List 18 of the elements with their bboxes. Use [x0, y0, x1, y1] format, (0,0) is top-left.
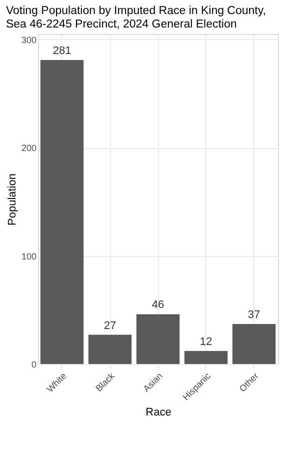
data-label: 27 — [104, 320, 116, 332]
y-axis-title: Population — [6, 174, 18, 226]
y-tick-label: 100 — [21, 251, 36, 262]
data-label: 12 — [200, 336, 212, 348]
x-axis-title: Race — [146, 406, 172, 418]
y-tick-label: 200 — [21, 143, 36, 154]
bar — [40, 60, 84, 364]
y-tick-label: 0 — [31, 360, 36, 370]
data-label: 37 — [248, 308, 260, 321]
y-tick-label: 300 — [21, 34, 36, 45]
bar — [136, 314, 180, 364]
data-label: 46 — [152, 299, 164, 312]
text: Sea 46-2245 Precinct, 2024 General Election — [6, 18, 237, 30]
bar — [88, 334, 132, 364]
data-label: 281 — [52, 44, 72, 57]
bar — [184, 351, 228, 364]
text: Voting Population by Imputed Race in King County, — [6, 5, 266, 17]
bar — [232, 324, 276, 364]
